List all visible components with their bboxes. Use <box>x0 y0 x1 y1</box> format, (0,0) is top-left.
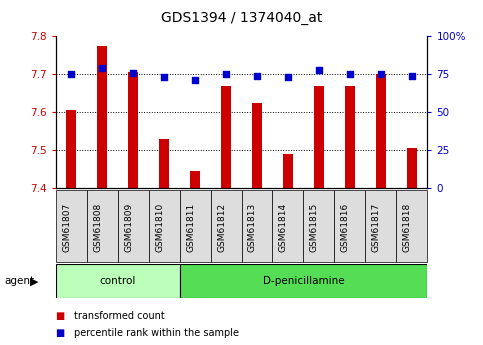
Point <box>346 71 354 77</box>
Bar <box>180 264 427 298</box>
Point <box>377 71 385 77</box>
Point <box>222 71 230 77</box>
Bar <box>190 171 200 188</box>
Point <box>67 71 75 77</box>
Text: GDS1394 / 1374040_at: GDS1394 / 1374040_at <box>161 11 322 25</box>
Text: GSM61807: GSM61807 <box>62 203 71 252</box>
Point <box>98 65 106 71</box>
Text: D-penicillamine: D-penicillamine <box>263 276 344 286</box>
Text: control: control <box>99 276 136 286</box>
Text: GSM61816: GSM61816 <box>341 203 350 252</box>
Point <box>315 67 323 72</box>
Text: GSM61808: GSM61808 <box>93 203 102 252</box>
Text: GSM61809: GSM61809 <box>124 203 133 252</box>
Bar <box>283 154 293 188</box>
Text: transformed count: transformed count <box>74 311 165 321</box>
Bar <box>344 86 355 188</box>
Bar <box>158 139 170 188</box>
Point <box>129 70 137 76</box>
Text: GSM61811: GSM61811 <box>186 203 195 252</box>
Text: ▶: ▶ <box>29 276 38 286</box>
Text: agent: agent <box>5 276 35 286</box>
Point <box>191 78 199 83</box>
Bar <box>407 148 417 188</box>
Bar <box>376 74 386 188</box>
Text: ■: ■ <box>56 311 65 321</box>
Bar <box>221 86 231 188</box>
Point <box>253 73 261 78</box>
Text: GSM61810: GSM61810 <box>155 203 164 252</box>
Text: percentile rank within the sample: percentile rank within the sample <box>74 328 239 338</box>
Text: GSM61813: GSM61813 <box>248 203 257 252</box>
Point <box>160 75 168 80</box>
Bar <box>252 103 262 188</box>
Bar <box>97 46 107 188</box>
Text: GSM61817: GSM61817 <box>372 203 381 252</box>
Text: GSM61812: GSM61812 <box>217 203 226 252</box>
Bar <box>56 264 180 298</box>
Text: GSM61814: GSM61814 <box>279 203 288 252</box>
Bar <box>313 86 325 188</box>
Point <box>284 75 292 80</box>
Text: GSM61815: GSM61815 <box>310 203 319 252</box>
Text: GSM61818: GSM61818 <box>403 203 412 252</box>
Bar <box>66 110 76 188</box>
Text: ■: ■ <box>56 328 65 338</box>
Point <box>408 73 416 78</box>
Bar <box>128 72 139 188</box>
